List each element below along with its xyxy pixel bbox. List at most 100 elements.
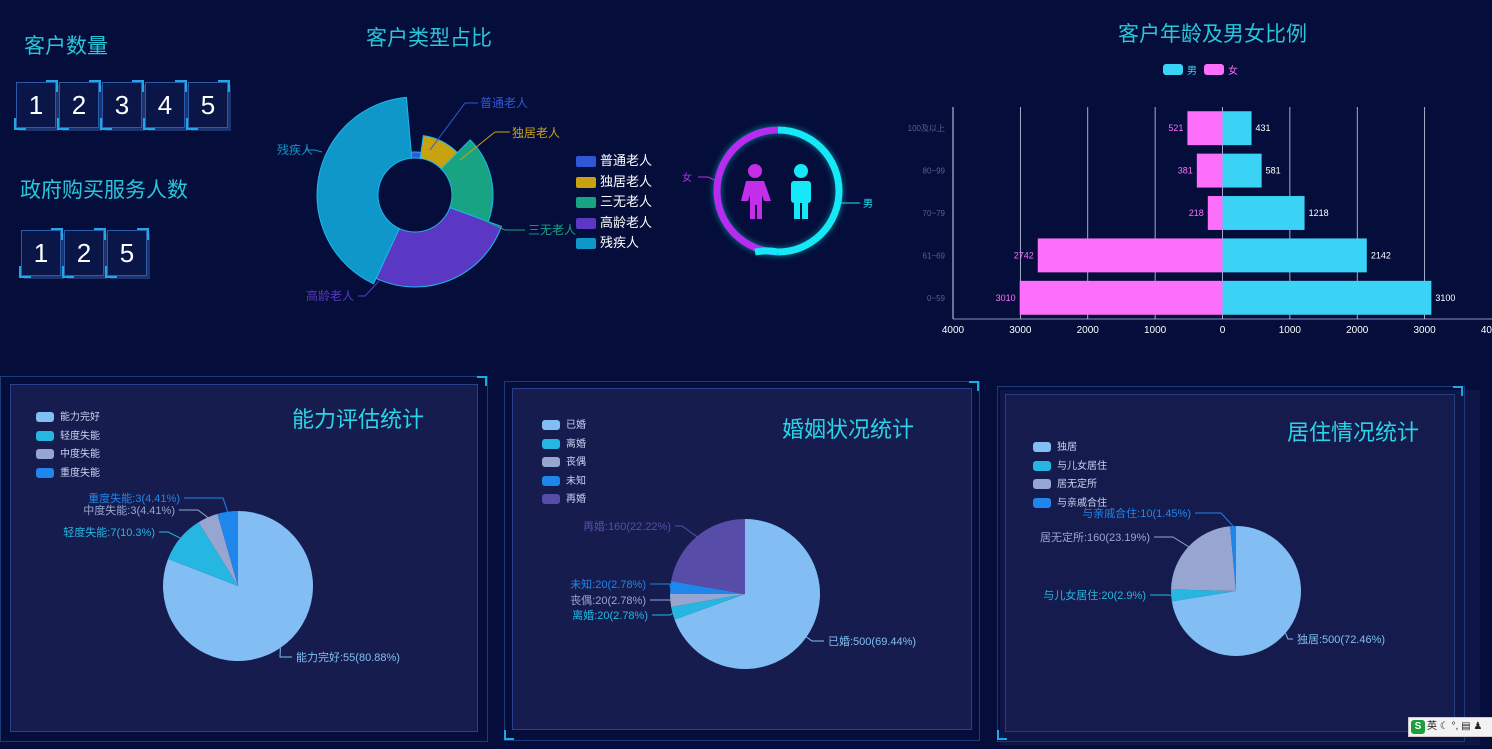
legend-item[interactable]: 居无定所 xyxy=(1033,475,1107,494)
legend-swatch xyxy=(36,467,54,478)
corner-deco xyxy=(997,730,1007,740)
y-tick: 100及以上 xyxy=(908,124,945,133)
bar-male xyxy=(1222,111,1252,146)
legend-item[interactable]: 独居 xyxy=(1033,438,1107,457)
legend-label: 三无老人 xyxy=(600,194,653,209)
legend-item[interactable]: 轻度失能 xyxy=(36,427,100,446)
y-tick: 0~59 xyxy=(927,294,946,303)
living-legend: 独居与儿女居住居无定所与亲戚合住 xyxy=(1033,438,1107,512)
legend-female-swatch xyxy=(1204,64,1224,75)
legend-item[interactable]: 中度失能 xyxy=(36,445,100,464)
ability-title: 能力评估统计 xyxy=(292,407,425,432)
label-normal: 普通老人 xyxy=(480,96,528,110)
marriage-title: 婚姻状况统计 xyxy=(782,417,915,442)
legend-item[interactable]: 离婚 xyxy=(542,435,586,454)
legend-item[interactable]: 已婚 xyxy=(542,416,586,435)
bar-label-male: 3100 xyxy=(1435,293,1455,303)
gender-ring: 女 男 xyxy=(682,125,873,257)
digit-box: 5 xyxy=(105,228,149,278)
legend-item[interactable]: 残疾人 xyxy=(576,232,652,253)
donut-slice xyxy=(375,207,503,288)
keyboard-icon[interactable]: ▤ xyxy=(1461,721,1471,732)
bar-label-female: 521 xyxy=(1168,123,1183,133)
bar-female xyxy=(1037,238,1223,273)
male-label: 男 xyxy=(863,198,873,210)
label-alone: 独居老人 xyxy=(512,126,560,140)
legend-item[interactable]: 与亲戚合住 xyxy=(1033,494,1107,513)
bar-female xyxy=(1187,111,1223,146)
bar-male xyxy=(1222,238,1367,273)
punct-icon[interactable]: °, xyxy=(1451,721,1459,732)
customer-type-chart: 普通老人 独居老人 三无老人 高龄老人 残疾人 xyxy=(277,96,576,303)
legend-male-swatch xyxy=(1163,64,1183,75)
ability-legend: 能力完好轻度失能 中度失能 重度失能 xyxy=(36,408,100,482)
user-icon[interactable]: ♟ xyxy=(1473,721,1483,732)
legend-swatch xyxy=(542,494,560,505)
pie-label: 能力完好:55(80.88%) xyxy=(296,650,400,664)
pie-label: 再婚:160(22.22%) xyxy=(583,519,671,533)
pie-label: 丧偶:20(2.78%) xyxy=(570,594,646,607)
legend-item[interactable]: 三无老人 xyxy=(576,191,652,212)
legend-label: 与亲戚合住 xyxy=(1057,497,1107,509)
legend-item[interactable]: 独居老人 xyxy=(576,171,652,192)
pie-label: 与亲戚合住:10(1.45%) xyxy=(1082,506,1191,520)
pie-slice xyxy=(671,594,745,620)
digit-box: 2 xyxy=(62,228,106,278)
pie-slice xyxy=(670,580,745,594)
legend-item[interactable]: 与儿女居住 xyxy=(1033,457,1107,476)
donut-slice xyxy=(410,151,422,159)
pie-slice xyxy=(671,519,745,594)
digit-box: 3 xyxy=(100,80,144,130)
x-tick: 2000 xyxy=(1077,325,1100,336)
living-panel-frame xyxy=(997,386,1465,742)
legend-item[interactable]: 重度失能 xyxy=(36,464,100,483)
ime-lang[interactable]: 英 xyxy=(1427,721,1437,732)
y-tick: 80~99 xyxy=(923,167,946,176)
legend-swatch xyxy=(576,238,596,250)
legend-item[interactable]: 能力完好 xyxy=(36,408,100,427)
digit-box: 4 xyxy=(143,80,187,130)
pie-label: 未知:20(2.78%) xyxy=(570,577,646,591)
legend-item[interactable]: 丧偶 xyxy=(542,453,586,472)
legend-label: 能力完好 xyxy=(60,412,100,423)
pie-slice xyxy=(670,594,745,608)
age-gender-title: 客户年龄及男女比例 xyxy=(1118,23,1307,46)
label-disabled: 残疾人 xyxy=(277,142,313,157)
pie-label: 与儿女居住:20(2.9%) xyxy=(1043,588,1146,602)
legend-item[interactable]: 未知 xyxy=(542,472,586,491)
marriage-pie-chart: 已婚:500(69.44%) 离婚:20(2.78%)丧偶:20(2.78%) 未知… xyxy=(570,519,916,669)
customer-count-title: 客户数量 xyxy=(24,35,108,58)
bar-male xyxy=(1222,196,1305,230)
customer-type-title: 客户类型占比 xyxy=(366,27,492,50)
corner-deco xyxy=(504,730,514,740)
legend-label: 再婚 xyxy=(566,494,586,505)
living-title: 居住情况统计 xyxy=(1287,420,1420,445)
legend-male-label: 男 xyxy=(1187,65,1197,77)
pie-slice xyxy=(198,513,238,586)
legend-label: 独居 xyxy=(1057,442,1077,453)
legend-female-label: 女 xyxy=(1228,64,1238,77)
legend-label: 普通老人 xyxy=(600,153,653,168)
legend-swatch xyxy=(542,457,560,468)
legend-item[interactable]: 普通老人 xyxy=(576,150,652,171)
corner-deco xyxy=(1453,386,1463,396)
customer-type-legend: 普通老人独居老人三无老人高龄老人 残疾人 xyxy=(576,150,652,253)
bar-label-male: 581 xyxy=(1266,166,1281,176)
legend-swatch xyxy=(542,438,560,449)
pie-label: 中度失能:3(4.41%) xyxy=(83,503,175,517)
marriage-legend: 已婚 离婚 丧偶 未知再婚 xyxy=(542,416,586,509)
legend-swatch xyxy=(1033,479,1051,490)
x-tick: 2000 xyxy=(1346,325,1369,336)
moon-icon[interactable]: ☾ xyxy=(1439,721,1449,732)
legend-label: 与儿女居住 xyxy=(1057,460,1107,472)
digit-box: 1 xyxy=(19,228,63,278)
legend-item[interactable]: 再婚 xyxy=(542,490,586,509)
legend-swatch xyxy=(576,197,596,209)
bar-male xyxy=(1222,153,1262,188)
legend-swatch xyxy=(576,156,596,168)
ability-panel-frame xyxy=(0,376,488,742)
legend-item[interactable]: 高龄老人 xyxy=(576,212,652,233)
pie-slice xyxy=(1230,526,1236,591)
x-tick: 3000 xyxy=(1414,325,1437,336)
